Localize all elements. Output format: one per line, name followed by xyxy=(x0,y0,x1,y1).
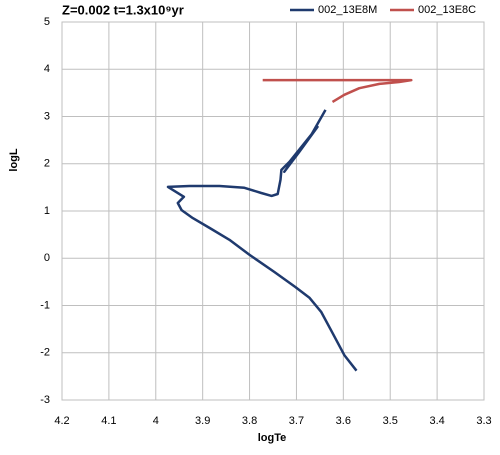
plot-border xyxy=(61,21,485,401)
x-tick-label: 3.3 xyxy=(476,415,491,427)
x-axis-label: logTe xyxy=(258,432,287,444)
y-tick-label: 5 xyxy=(44,16,50,28)
x-tick-label: 3.4 xyxy=(429,415,444,427)
legend-label: 002_13E8C xyxy=(418,4,476,16)
y-tick-label: 1 xyxy=(44,205,50,217)
series-line xyxy=(262,78,413,103)
x-tick-label: 3.5 xyxy=(383,415,398,427)
x-tick-label: 3.9 xyxy=(195,415,210,427)
x-tick-label: 3.6 xyxy=(336,415,351,427)
y-tick-label: 2 xyxy=(44,158,50,170)
y-axis-label: logL xyxy=(8,148,20,171)
x-tick-label: 3.8 xyxy=(242,415,257,427)
y-tick-label: -2 xyxy=(40,347,50,359)
x-tick-label: 4 xyxy=(153,415,159,427)
x-tick-label: 4.1 xyxy=(101,415,116,427)
series-line xyxy=(166,109,358,372)
y-tick-label: 3 xyxy=(44,110,50,122)
x-tick-label: 3.7 xyxy=(289,415,304,427)
y-tick-label: 4 xyxy=(44,63,50,75)
x-tick-label: 4.2 xyxy=(54,415,69,427)
chart-title: Z=0.002 t=1.3x10⁹yr xyxy=(62,2,184,17)
y-tick-label: 0 xyxy=(44,252,50,264)
legend-label: 002_13E8M xyxy=(318,4,377,16)
y-tick-label: -1 xyxy=(40,299,50,311)
y-tick-label: -3 xyxy=(40,394,50,406)
